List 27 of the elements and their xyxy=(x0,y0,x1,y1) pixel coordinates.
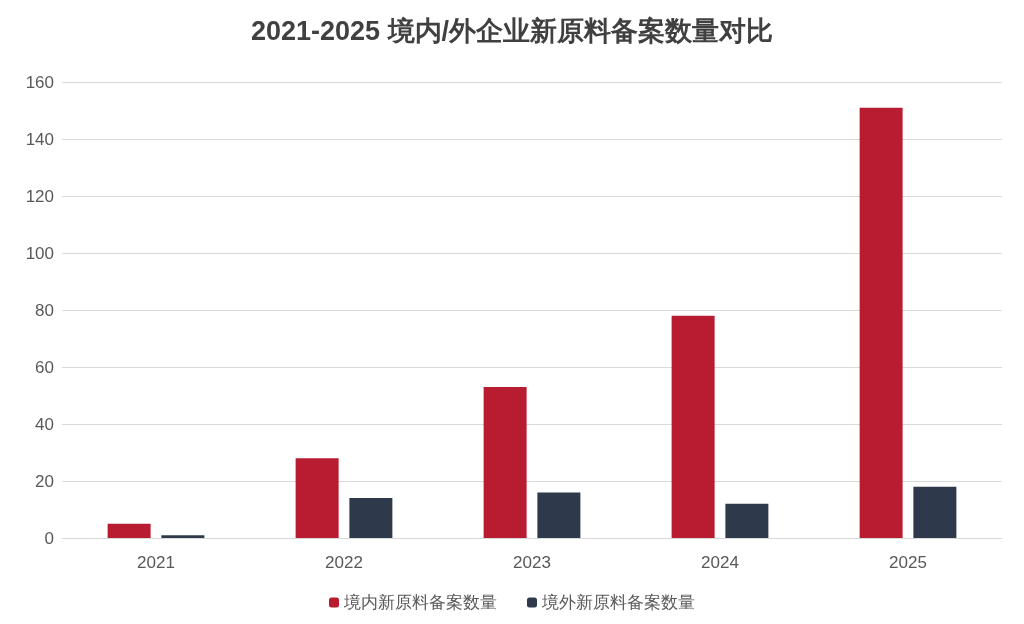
y-tick-label: 140 xyxy=(25,129,54,149)
y-tick-label: 0 xyxy=(44,528,54,548)
bar xyxy=(349,498,393,538)
bar xyxy=(107,523,151,538)
bar xyxy=(725,503,769,538)
bar xyxy=(161,535,205,538)
x-tick-label: 2022 xyxy=(325,553,363,572)
x-tick-label: 2023 xyxy=(513,553,551,572)
legend-label: 境内新原料备案数量 xyxy=(343,593,497,612)
bar xyxy=(859,107,903,538)
y-tick-label: 20 xyxy=(35,471,54,491)
legend-label: 境外新原料备案数量 xyxy=(541,593,695,612)
y-tick-label: 60 xyxy=(35,357,54,377)
bar xyxy=(537,492,581,538)
bar xyxy=(671,315,715,538)
bar xyxy=(913,486,957,538)
chart-title: 2021-2025 境内/外企业新原料备案数量对比 xyxy=(250,15,774,46)
y-tick-label: 80 xyxy=(35,300,54,320)
y-tick-label: 160 xyxy=(25,72,54,92)
x-tick-label: 2025 xyxy=(889,553,927,572)
y-tick-label: 120 xyxy=(25,186,54,206)
y-tick-label: 40 xyxy=(35,414,54,434)
x-tick-label: 2021 xyxy=(137,553,175,572)
bar xyxy=(483,386,527,538)
y-tick-label: 100 xyxy=(25,243,54,263)
bar xyxy=(295,458,339,538)
x-tick-label: 2024 xyxy=(701,553,739,572)
